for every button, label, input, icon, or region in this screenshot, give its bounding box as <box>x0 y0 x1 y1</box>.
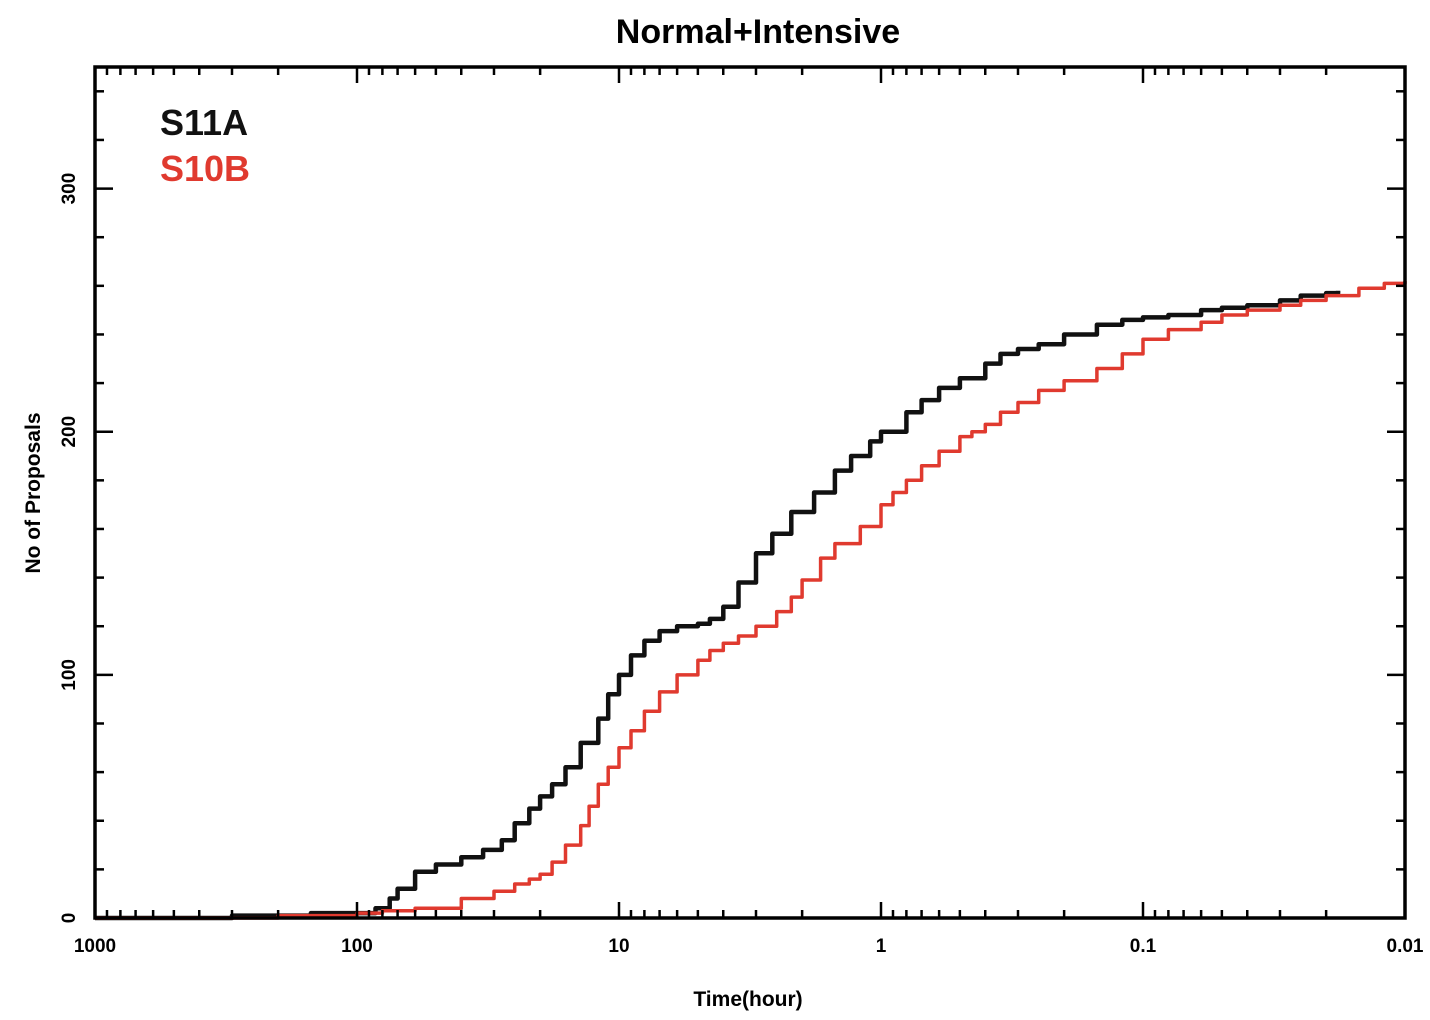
legend-entry-s11a: S11A <box>160 102 248 143</box>
x-tick-label: 1 <box>876 936 887 957</box>
x-tick-label: 0.01 <box>1387 936 1424 957</box>
x-axis-label: Time(hour) <box>693 988 802 1011</box>
series-line-s11a <box>95 290 1341 921</box>
y-axis-label: No of Proposals <box>22 412 45 573</box>
x-tick-label: 0.1 <box>1130 936 1157 957</box>
plot-frame <box>93 65 1407 920</box>
y-tick-label: 0 <box>59 913 80 924</box>
y-tick-label: 200 <box>59 416 80 448</box>
x-tick-label: 10 <box>608 936 629 957</box>
axes-layer <box>93 65 1407 920</box>
x-tick-label: 1000 <box>74 936 116 957</box>
tick-labels-layer: 1000 100 10 1 0.1 0.01 0 100 200 300 <box>59 173 1424 957</box>
legend: S11A S10B <box>160 102 250 189</box>
series-line-s10b <box>95 281 1407 920</box>
chart-title: Normal+Intensive <box>616 13 900 51</box>
x-tick-label: 100 <box>341 936 373 957</box>
y-tick-label: 100 <box>59 659 80 691</box>
legend-entry-s10b: S10B <box>160 148 250 189</box>
series-layer <box>95 281 1407 921</box>
y-tick-label: 300 <box>59 173 80 205</box>
